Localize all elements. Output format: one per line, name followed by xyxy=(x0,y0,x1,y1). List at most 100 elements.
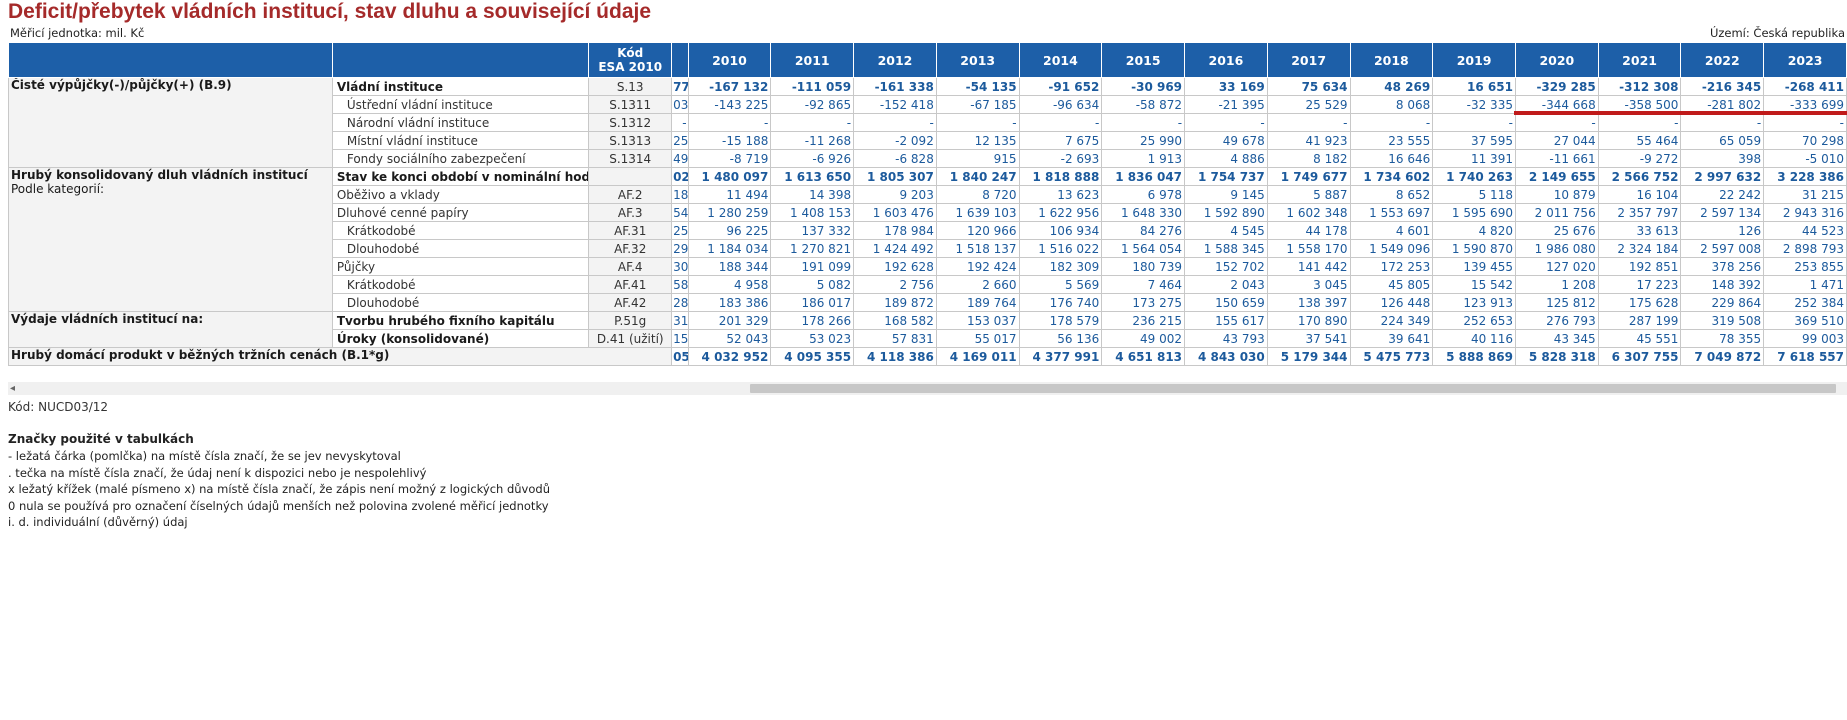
value-cell: 2 357 797 xyxy=(1597,203,1682,222)
row-label: Vládní instituce xyxy=(331,77,590,96)
value-cell: 2 149 655 xyxy=(1514,167,1599,186)
table-row: Krátkodobé AF.41 58 4 958 5 082 2 756 2 660 5 5… xyxy=(9,275,1847,294)
table-code: Kód: NUCD03/12 xyxy=(8,400,109,414)
value-cell: 1 592 890 xyxy=(1184,203,1268,222)
scrollbar-thumb[interactable] xyxy=(750,384,1836,393)
value-cell: - xyxy=(1349,113,1434,132)
group-label: Čisté výpůjčky(-)/půjčky(+) (B.9) xyxy=(8,77,333,168)
value-cell: 106 934 xyxy=(1018,221,1103,240)
value-cell: 31 215 xyxy=(1763,185,1847,204)
value-cell: 192 851 xyxy=(1597,257,1682,276)
value-cell: 139 455 xyxy=(1432,257,1516,276)
value-cell: 55 464 xyxy=(1597,131,1682,150)
header-year: 2016 xyxy=(1184,42,1268,78)
horizontal-scrollbar[interactable]: ◂ xyxy=(8,382,1847,395)
row-code: S.1313 xyxy=(588,131,673,150)
header-code: Kód ESA 2010 xyxy=(588,42,673,78)
value-cell: 319 508 xyxy=(1680,311,1765,330)
data-table-viewport[interactable]: Kód ESA 2010 2010 2011 2012 2013 2014 201… xyxy=(8,42,1847,382)
row-code: S.1314 xyxy=(588,149,673,168)
value-cell: 9 145 xyxy=(1184,185,1268,204)
value-cell: 1 622 956 xyxy=(1018,203,1103,222)
value-cell: -11 268 xyxy=(770,131,855,150)
value-cell: 45 551 xyxy=(1597,329,1682,348)
value-cell: - xyxy=(1763,113,1847,132)
header-year: 2018 xyxy=(1349,42,1434,78)
value-cell: 44 178 xyxy=(1266,221,1351,240)
value-cell: 168 582 xyxy=(853,311,937,330)
value-cell: -143 225 xyxy=(687,95,772,114)
value-cell: -15 188 xyxy=(687,131,772,150)
table-row: Dluhové cenné papíry AF.3 54 1 280 259 1 408… xyxy=(9,203,1847,222)
legend-title: Značky použité v tabulkách xyxy=(8,432,194,446)
value-cell: 2 660 xyxy=(935,275,1020,294)
value-cell: 56 136 xyxy=(1018,329,1103,348)
table-row: Výdaje vládních institucí na: Tvorbu hrub… xyxy=(8,311,1847,348)
partial-cell: 54 xyxy=(671,203,689,222)
value-cell: 37 595 xyxy=(1432,131,1516,150)
value-cell: 252 653 xyxy=(1432,311,1516,330)
value-cell: 15 542 xyxy=(1432,275,1516,294)
value-cell: 1 564 054 xyxy=(1101,239,1186,258)
value-cell: 1 480 097 xyxy=(687,167,772,186)
value-cell: 33 613 xyxy=(1597,221,1682,240)
row-code xyxy=(588,167,673,186)
table-row: Oběživo a vklady AF.2 18 11 494 14 398 9 203 8… xyxy=(9,185,1847,204)
value-cell: -161 338 xyxy=(853,77,937,96)
value-cell: 186 017 xyxy=(770,293,855,312)
value-cell: - xyxy=(1266,113,1351,132)
value-cell: 224 349 xyxy=(1349,311,1434,330)
value-cell: 27 044 xyxy=(1514,131,1599,150)
row-label: Krátkodobé xyxy=(331,275,590,294)
value-cell: 5 888 869 xyxy=(1432,347,1516,366)
header-empty-1 xyxy=(8,42,333,78)
row-label: Dlouhodobé xyxy=(331,293,590,312)
value-cell: 1 553 697 xyxy=(1349,203,1434,222)
value-cell: 75 634 xyxy=(1266,77,1351,96)
value-cell: 84 276 xyxy=(1101,221,1186,240)
value-cell: 126 xyxy=(1680,221,1765,240)
legend-item: . tečka na místě čísla značí, že údaj ne… xyxy=(8,465,427,480)
value-cell: 1 270 821 xyxy=(770,239,855,258)
value-cell: - xyxy=(1101,113,1186,132)
value-cell: 5 118 xyxy=(1432,185,1516,204)
value-cell: 1 754 737 xyxy=(1184,167,1268,186)
scroll-left-arrow-icon[interactable]: ◂ xyxy=(10,383,16,394)
value-cell: 11 494 xyxy=(687,185,772,204)
value-cell: -67 185 xyxy=(935,95,1020,114)
value-cell: 252 384 xyxy=(1763,293,1847,312)
value-cell: 1 280 259 xyxy=(687,203,772,222)
table-row: Dlouhodobé AF.42 28 183 386 186 017 189 872 18… xyxy=(9,293,1847,312)
value-cell: 43 793 xyxy=(1184,329,1268,348)
value-cell: 253 855 xyxy=(1763,257,1847,276)
value-cell: 55 017 xyxy=(935,329,1020,348)
row-label: Úroky (konsolidované) xyxy=(331,329,590,348)
value-cell: 13 623 xyxy=(1018,185,1103,204)
row-label: Národní vládní instituce xyxy=(331,113,590,132)
row-label: Ústřední vládní instituce xyxy=(331,95,590,114)
value-cell: 1 740 263 xyxy=(1432,167,1516,186)
partial-cell: 02 xyxy=(671,167,689,186)
value-cell: 2 997 632 xyxy=(1680,167,1765,186)
value-cell: 39 641 xyxy=(1349,329,1434,348)
value-cell: 8 068 xyxy=(1349,95,1434,114)
value-cell: 5 082 xyxy=(770,275,855,294)
header-year: 2012 xyxy=(853,42,937,78)
value-cell: 188 344 xyxy=(687,257,772,276)
value-cell: 180 739 xyxy=(1101,257,1186,276)
value-cell: 2 566 752 xyxy=(1597,167,1682,186)
table-header-row: Kód ESA 2010 2010 2011 2012 2013 2014 201… xyxy=(8,42,1847,78)
row-label: Stav ke konci období v nominální hodnotě xyxy=(331,167,590,186)
value-cell: 1 648 330 xyxy=(1101,203,1186,222)
value-cell: 178 266 xyxy=(770,311,855,330)
partial-cell: 25 xyxy=(671,221,689,240)
value-cell: 4 843 030 xyxy=(1184,347,1268,366)
partial-cell: 49 xyxy=(671,149,689,168)
row-label: Místní vládní instituce xyxy=(331,131,590,150)
value-cell: 2 043 xyxy=(1184,275,1268,294)
unit-label: Měřicí jednotka: mil. Kč xyxy=(10,26,145,40)
value-cell: 2 597 008 xyxy=(1680,239,1765,258)
value-cell: - xyxy=(1184,113,1268,132)
value-cell: -216 345 xyxy=(1680,77,1765,96)
value-cell: -32 335 xyxy=(1432,95,1516,114)
